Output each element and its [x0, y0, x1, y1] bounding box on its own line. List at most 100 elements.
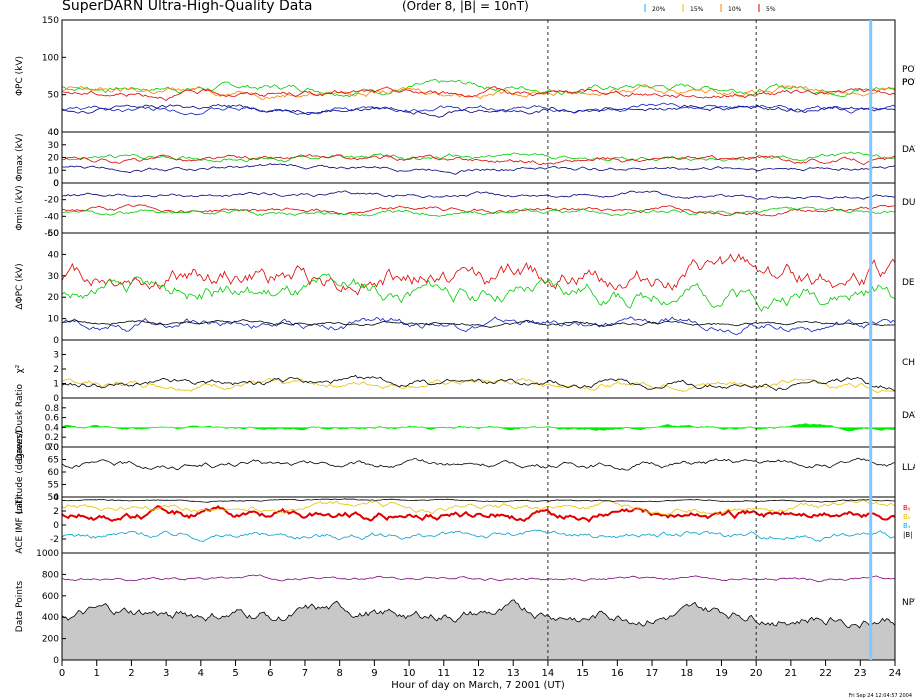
y-tick-label: 60 [48, 468, 60, 478]
y-axis-label: ΔΦPC (kV) [15, 263, 25, 309]
series-line [61, 190, 896, 200]
right-label: DAY [902, 411, 915, 421]
right-label: DUS [902, 198, 915, 208]
y-axis-label: Φmax (kV) [15, 134, 25, 182]
series-line [61, 319, 896, 328]
series-line [61, 153, 896, 166]
y-tick-label: 2 [53, 507, 59, 517]
y-tick-label: 2 [53, 365, 59, 375]
x-tick-label: 8 [336, 668, 342, 679]
series-line [61, 498, 896, 503]
y-axis-label: Φmin (kV) [15, 185, 25, 230]
y-axis-label: Dawn/Dusk Ratio [15, 383, 25, 461]
y-axis-label: Data Points [15, 580, 25, 632]
y-tick-label: 0 [53, 336, 59, 346]
series-line [61, 206, 896, 217]
x-tick-label: 16 [611, 668, 624, 679]
ace-legend-label: |B| [903, 531, 913, 539]
y-tick-label: -20 [44, 196, 59, 206]
panel-frame [61, 182, 896, 234]
y-tick-label: 10 [48, 315, 60, 325]
panel-6: 50 55 60 65 70 Latitude (degrees) DAY [15, 411, 915, 514]
series-line [61, 273, 896, 312]
panel-2: -60 -40 -20 0 Φmin (kV) DAY [15, 145, 915, 239]
y-tick-label: 55 [48, 481, 59, 491]
x-tick-label: 6 [267, 668, 273, 679]
x-tick-label: 20 [750, 668, 763, 679]
x-tick-label: 15 [576, 668, 589, 679]
series-line [61, 574, 896, 583]
x-tick-label: 7 [302, 668, 308, 679]
y-tick-label: 150 [42, 16, 59, 26]
series-line [61, 103, 896, 118]
panel-frame [61, 496, 896, 554]
series-line [61, 529, 896, 542]
y-tick-label: 800 [42, 570, 59, 580]
y-tick-label: 0 [53, 128, 59, 138]
y-axis-label: ΦPC (kV) [15, 56, 25, 96]
panel-frame [61, 446, 896, 498]
series-fill [62, 599, 895, 660]
y-tick-label: 0 [53, 394, 59, 404]
y-tick-label: 0.4 [45, 423, 60, 433]
y-tick-label: 50 [48, 91, 60, 101]
ace-legend-label: Bᵧ [903, 504, 911, 512]
x-tick-label: 23 [854, 668, 867, 679]
panel-5: 0.00.20.40.60.8 Dawn/Dusk Ratio CH [15, 358, 915, 461]
y-tick-label: 200 [42, 635, 59, 645]
y-tick-label: 0 [53, 179, 59, 189]
series-line [61, 204, 895, 217]
panel-frame [61, 19, 896, 133]
right-label: CH [902, 358, 915, 368]
legend-label: 15% [690, 6, 704, 13]
y-tick-label: 50 [48, 229, 60, 239]
x-tick-label: 10 [403, 668, 416, 679]
x-tick-label: 3 [163, 668, 169, 679]
legend-label: 20% [652, 6, 666, 13]
x-tick-label: 5 [232, 668, 238, 679]
y-tick-label: -2 [50, 535, 59, 545]
y-tick-label: 0.8 [45, 404, 60, 414]
y-tick-label: 10 [48, 166, 60, 176]
y-tick-label: 4 [53, 493, 59, 503]
y-tick-label: 1000 [36, 549, 59, 559]
y-tick-label: 0 [53, 521, 59, 531]
x-tick-label: 17 [646, 668, 659, 679]
x-tick-label: 2 [128, 668, 134, 679]
panel-1: 0 10 20 30 40 Φmax (kV) POT [15, 78, 915, 189]
x-tick-label: 9 [371, 668, 377, 679]
y-tick-label: 20 [48, 154, 60, 164]
y-tick-label: 0 [53, 656, 59, 666]
series-line [61, 423, 896, 432]
x-tick-label: 21 [785, 668, 798, 679]
x-tick-label: 14 [542, 668, 555, 679]
y-tick-label: 400 [42, 613, 59, 623]
right-label: POT [902, 78, 915, 88]
figure-subtitle: (Order 8, |B| = 10nT) [402, 0, 529, 13]
y-tick-label: 50 [48, 493, 60, 503]
panel-frame [61, 339, 896, 399]
ace-legend-label: Bᵤ [903, 513, 911, 521]
y-tick-label: 3 [53, 351, 59, 361]
y-tick-label: 100 [42, 53, 59, 63]
ace-legend-label: Bₓ [903, 522, 911, 530]
right-label: DAY [902, 145, 915, 155]
percent-legend: 20% 15% 10% 5% [644, 4, 776, 13]
y-tick-label: 30 [48, 272, 60, 282]
panel-4: 0 1 2 3 χ² DEL [15, 278, 915, 404]
x-tick-label: 24 [889, 668, 902, 679]
y-axis-label: Latitude (degrees) [15, 430, 25, 513]
x-axis-label: Hour of day on March, 7 2001 (UT) [391, 680, 565, 691]
x-tick-label: 11 [437, 668, 450, 679]
legend-label: 5% [766, 6, 776, 13]
y-axis-label: ACE IMF (nT) [15, 496, 25, 554]
x-tick-label: 18 [680, 668, 693, 679]
timestamp: Fri Sep 24 12:04:57 2004 [849, 693, 912, 699]
right-label: NPT [902, 598, 915, 608]
series-line [61, 374, 896, 392]
panel-3: 0 10 20 30 40 50 ΔΦPC (kV) DUS [15, 198, 915, 346]
y-tick-label: 40 [48, 250, 60, 260]
y-axis-label: χ² [15, 364, 25, 373]
